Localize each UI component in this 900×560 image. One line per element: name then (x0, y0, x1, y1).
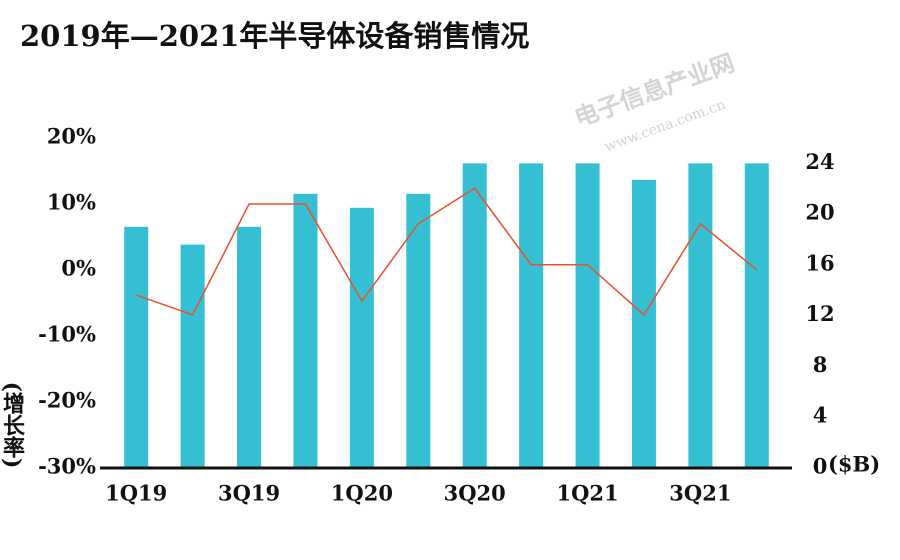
bar (575, 163, 600, 468)
bar (631, 179, 656, 468)
x-tick-label: 3Q21 (669, 481, 731, 506)
y2-axis-label: ($B) (828, 452, 880, 477)
bar (688, 163, 713, 468)
bar (124, 226, 149, 468)
bar (519, 163, 544, 468)
y2-tick-label: 24 (805, 149, 834, 174)
y2-tick-label: 0 (813, 454, 828, 479)
y-tick-label: -10% (38, 322, 96, 347)
line (135, 187, 758, 317)
x-tick-label: 3Q19 (218, 481, 280, 506)
bar (349, 207, 374, 469)
y-tick-label: 10% (47, 190, 96, 215)
y-tick-label: 20% (47, 124, 96, 149)
y2-tick-label: 4 (813, 403, 828, 428)
y-axis-label: (增长率) (0, 382, 25, 469)
y2-tick-label: 20 (805, 200, 834, 225)
y2-tick-label: 16 (805, 250, 834, 275)
bar (237, 226, 262, 468)
x-tick-label: 1Q20 (331, 481, 393, 506)
watermark: 电子信息产业网 (570, 48, 738, 133)
y-tick-label: -20% (38, 388, 96, 413)
chart-title: 2019年—2021年半导体设备销售情况 (20, 19, 529, 53)
x-tick-label: 1Q19 (105, 481, 167, 506)
bar (180, 244, 205, 468)
bar (462, 163, 487, 468)
y-tick-label: 0% (61, 256, 96, 281)
y2-tick-label: 8 (813, 352, 828, 377)
y2-tick-label: 12 (805, 301, 834, 326)
bar (406, 193, 431, 468)
x-tick-label: 1Q21 (556, 481, 618, 506)
bar (293, 193, 318, 468)
bar (744, 163, 769, 468)
y-tick-label: -30% (38, 454, 96, 479)
x-tick-label: 3Q20 (444, 481, 506, 506)
